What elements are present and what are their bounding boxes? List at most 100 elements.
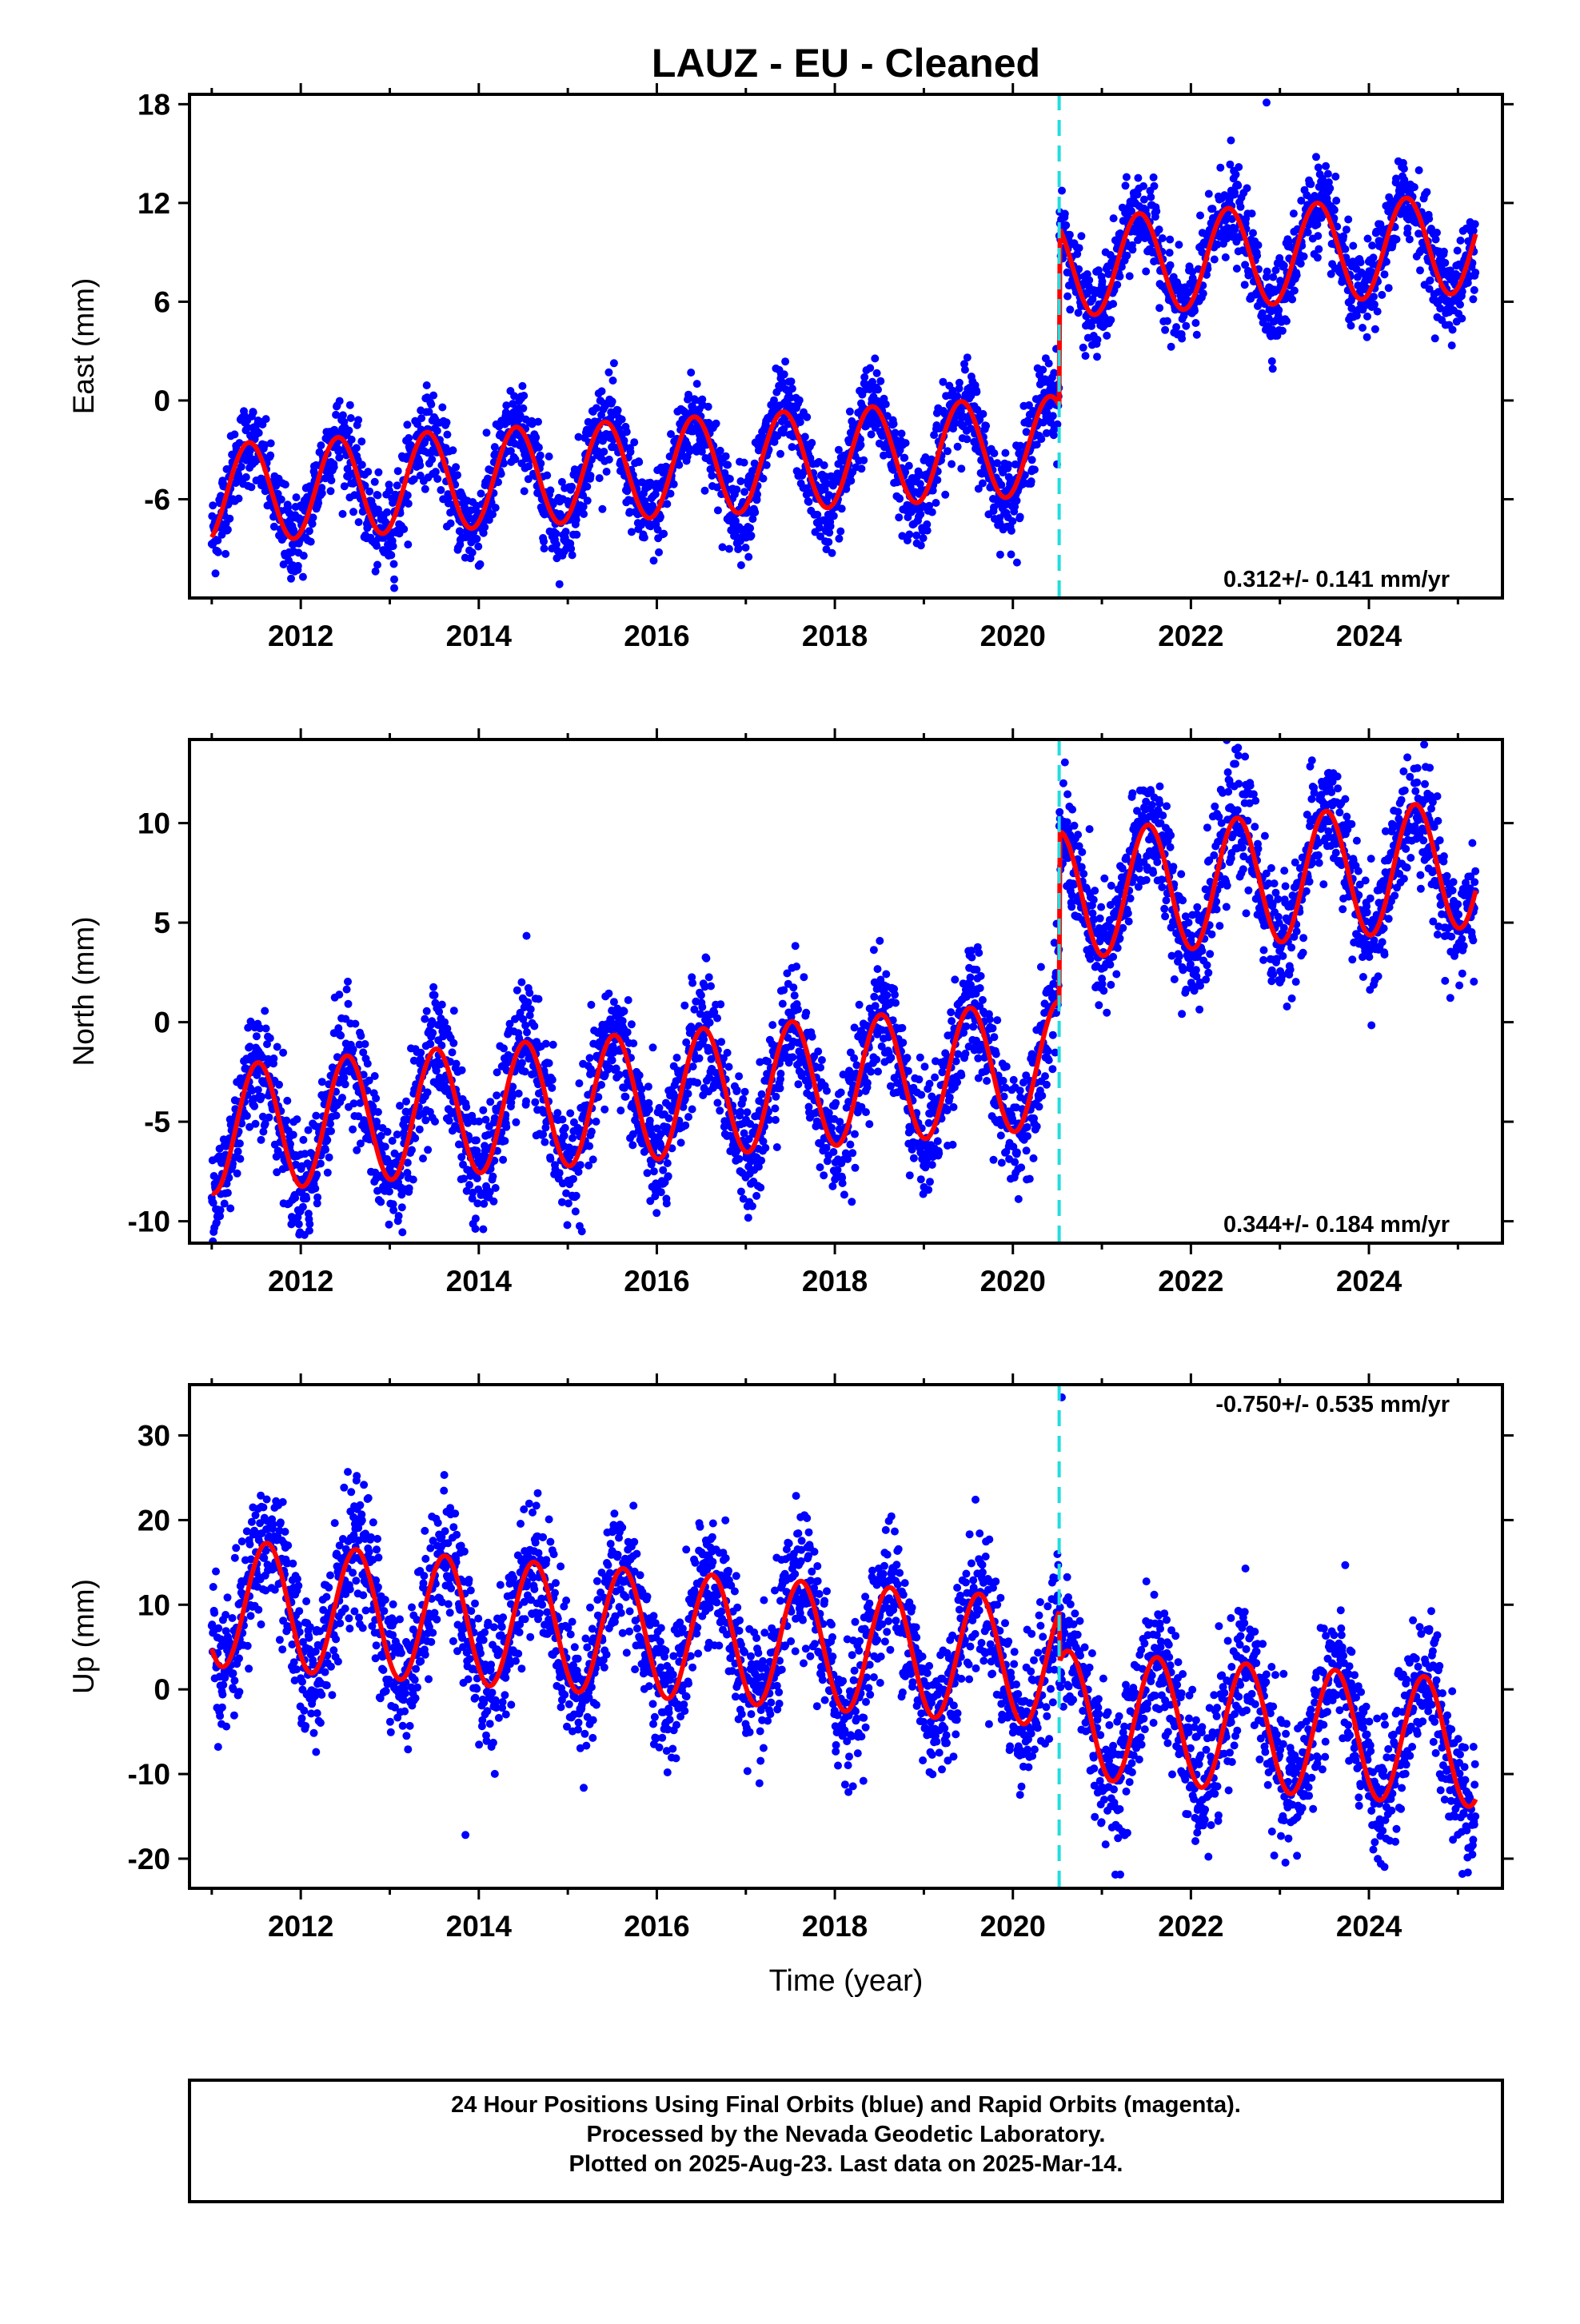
data-point <box>437 486 445 494</box>
data-point <box>963 435 971 443</box>
data-point <box>417 1049 425 1057</box>
data-point <box>450 1007 458 1015</box>
data-point <box>776 450 784 458</box>
data-point <box>835 535 843 543</box>
data-point <box>243 1112 251 1120</box>
data-point <box>569 1134 577 1142</box>
data-point <box>535 995 543 1003</box>
data-point <box>428 456 436 464</box>
data-point <box>293 1115 301 1123</box>
data-point <box>373 492 381 500</box>
data-point <box>726 475 734 483</box>
data-point <box>373 561 381 569</box>
data-point <box>614 406 622 414</box>
data-point <box>1152 207 1160 215</box>
data-point <box>472 1214 480 1222</box>
data-point <box>261 1007 269 1015</box>
data-point <box>475 1118 483 1126</box>
data-point <box>932 499 940 507</box>
data-point <box>1275 306 1283 314</box>
data-point <box>746 524 754 532</box>
y-tick-label: 6 <box>154 285 170 318</box>
data-point <box>781 357 789 365</box>
data-point <box>235 495 243 503</box>
data-point <box>492 1184 500 1192</box>
data-point <box>389 1137 397 1145</box>
data-point <box>719 543 727 551</box>
data-point <box>1368 241 1376 249</box>
data-point <box>493 1091 501 1099</box>
data-point <box>404 492 412 500</box>
data-point <box>1357 258 1365 266</box>
data-point <box>1458 314 1466 322</box>
data-point <box>610 359 618 367</box>
data-point <box>562 528 570 536</box>
data-point <box>230 430 238 438</box>
data-point <box>1147 193 1155 201</box>
data-point <box>677 1138 685 1146</box>
data-point <box>242 473 250 481</box>
data-point <box>748 532 756 540</box>
data-point <box>521 1067 529 1075</box>
data-point <box>616 1106 624 1114</box>
data-point <box>687 369 695 377</box>
data-point <box>772 1116 780 1124</box>
data-point <box>704 403 712 411</box>
data-point <box>429 1029 437 1037</box>
data-point <box>462 1103 470 1111</box>
data-point <box>735 1072 743 1080</box>
data-point <box>933 476 941 484</box>
data-point <box>449 1039 457 1047</box>
data-point <box>713 1099 721 1107</box>
data-point <box>327 476 335 484</box>
data-point <box>541 544 549 552</box>
data-point <box>561 1124 569 1132</box>
data-point <box>519 405 527 413</box>
data-point <box>1094 336 1102 344</box>
data-point <box>1182 322 1190 330</box>
data-point <box>469 548 477 556</box>
data-point <box>390 560 398 568</box>
y-tick-label: 0 <box>154 385 170 417</box>
data-point <box>326 1120 334 1128</box>
data-point <box>1232 170 1240 178</box>
data-point <box>628 1141 636 1149</box>
data-point <box>1082 352 1090 360</box>
data-point <box>1312 153 1320 161</box>
data-point <box>1416 266 1424 274</box>
data-point <box>1126 272 1134 280</box>
x-tick-label: 2020 <box>980 620 1046 652</box>
data-point <box>299 1203 307 1211</box>
x-tick-label: 2024 <box>1336 620 1402 652</box>
data-point <box>355 518 363 526</box>
data-point <box>708 472 716 480</box>
data-point <box>385 1221 393 1229</box>
data-point <box>776 1070 784 1078</box>
data-point <box>675 461 683 469</box>
data-point <box>214 548 222 556</box>
data-point <box>354 416 362 424</box>
data-point <box>473 1136 481 1144</box>
data-point <box>996 551 1004 559</box>
data-point <box>325 1154 333 1162</box>
data-point <box>896 495 904 503</box>
y-tick-label: 12 <box>138 187 170 220</box>
data-point <box>876 377 884 385</box>
data-point <box>616 1070 624 1078</box>
data-point <box>566 1110 574 1118</box>
data-point <box>312 1112 320 1120</box>
data-point <box>1344 216 1352 224</box>
data-point <box>663 1199 671 1207</box>
data-point <box>773 1143 781 1151</box>
data-point <box>688 979 696 987</box>
data-point <box>604 990 612 998</box>
data-point <box>660 530 668 538</box>
data-point <box>1211 256 1219 264</box>
data-point <box>344 978 352 986</box>
data-point <box>1077 232 1085 240</box>
data-point <box>1448 341 1456 349</box>
y-tick-label: 18 <box>138 88 170 121</box>
data-point <box>1326 185 1334 193</box>
data-point <box>371 1072 379 1080</box>
data-point <box>1172 323 1180 331</box>
